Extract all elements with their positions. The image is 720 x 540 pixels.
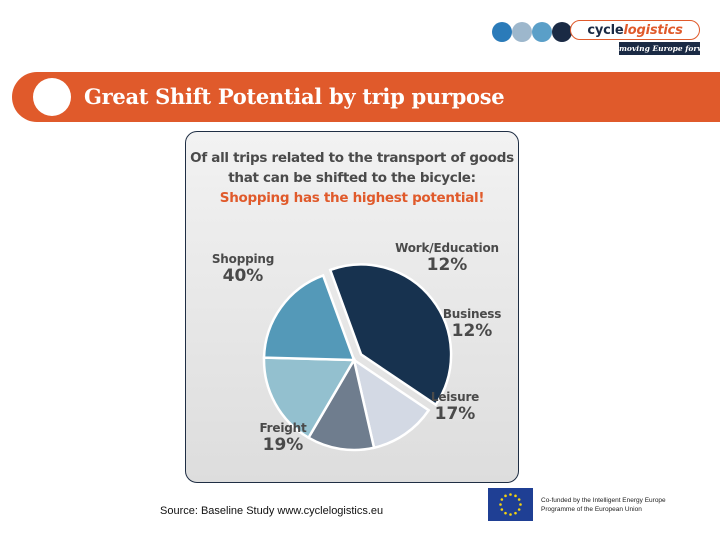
eu-flag-icon [488,488,533,521]
eu-star-icon [499,503,502,506]
logo-wordmark: cycle logistics [570,20,700,40]
cyclelogistics-logo: cycle logistics moving Europe forward [492,18,718,58]
slice-name: Business [442,307,502,321]
slice-name: Leisure [430,390,480,404]
slice-name: Work/Education [395,241,499,255]
eu-star-icon [514,494,517,498]
eu-star-icon [500,508,504,511]
eu-star-icon [500,498,504,501]
slice-name: Freight [259,421,307,435]
pie-slice-leisure [262,356,357,440]
slice-label-business: Business 12% [436,307,508,342]
eu-star-icon [514,511,517,515]
slice-label-leisure: Leisure 17% [420,390,490,425]
logo-dots [492,22,576,44]
slice-value: 19% [262,435,304,455]
logo-name-part1: cycle [587,22,624,38]
title-bullet-circle [33,78,71,116]
page-title: Great Shift Potential by trip purpose [84,84,505,109]
logo-dot [492,22,512,42]
eu-star-icon [519,503,522,506]
eu-funding-line-2: Programme of the European Union [541,506,642,513]
slice-label-freight: Freight 19% [248,421,318,456]
slice-label-shopping: Shopping 40% [200,252,286,287]
eu-star-icon [504,511,507,515]
logo-dot [552,22,572,42]
logo-dot [532,22,552,42]
eu-star-icon [517,508,521,511]
eu-funding-note: Co-funded by the Intelligent Energy Euro… [541,496,666,514]
source-note: Source: Baseline Study www.cyclelogistic… [160,505,384,517]
eu-star-icon [517,498,521,501]
pie-slice-freight [262,273,356,362]
slice-value: 17% [434,404,476,424]
slice-value: 12% [426,255,468,275]
chart-highlight: Shopping has the highest potential! [219,190,485,206]
eu-flag-background [488,488,533,521]
pie-slice-shopping [328,263,453,407]
eu-star-icon [504,494,507,498]
logo-dot [512,22,532,42]
slice-label-work-education: Work/Education 12% [382,241,512,276]
chart-panel: Of all trips related to the transport of… [185,131,519,483]
pie-slice-work-education [352,357,431,450]
eu-star-icon [509,493,512,496]
chart-subtitle-line-2: that can be shifted to the bicycle: [228,170,476,186]
eu-star-icon [509,513,512,516]
pie-slice-business [306,356,376,452]
pie-chart [262,263,453,452]
logo-name-part2: logistics [623,22,683,38]
slice-value: 12% [451,321,493,341]
slice-name: Shopping [211,252,275,266]
chart-subtitle-line-1: Of all trips related to the transport of… [190,150,514,166]
slice-value: 40% [222,266,264,286]
title-bar: Great Shift Potential by trip purpose [12,72,720,122]
logo-tagline: moving Europe forward [619,42,718,55]
eu-funding-line-1: Co-funded by the Intelligent Energy Euro… [541,497,666,504]
